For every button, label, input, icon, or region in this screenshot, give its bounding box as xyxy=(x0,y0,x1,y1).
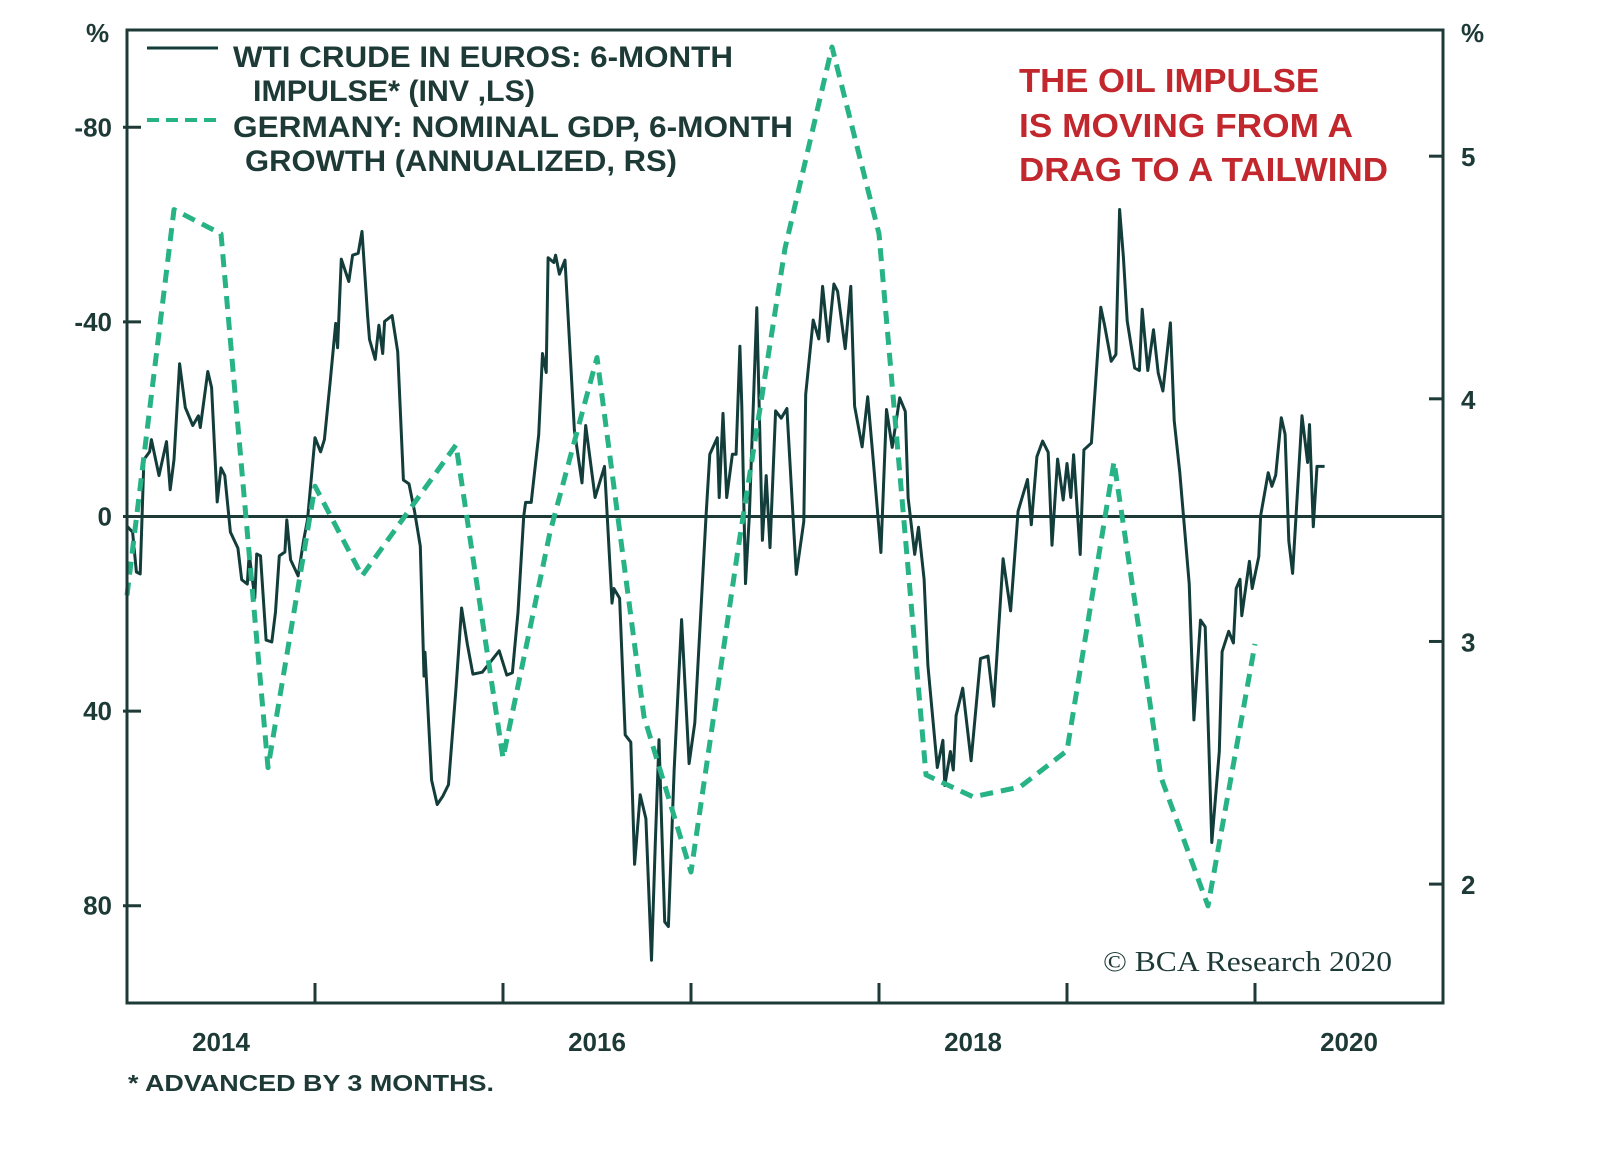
series-line-wti-impulse xyxy=(125,208,1325,962)
left-axis-tick-label: 40 xyxy=(83,696,112,726)
x-axis-tick-label: 2020 xyxy=(1320,1027,1378,1057)
legend: WTI CRUDE IN EUROS: 6-MONTH IMPULSE* (IN… xyxy=(147,41,793,178)
legend-gdp-label-line1: GERMANY: NOMINAL GDP, 6-MONTH xyxy=(233,111,793,144)
right-axis-unit: % xyxy=(1461,18,1484,48)
series-layer xyxy=(124,44,1325,962)
left-axis-tick-label: 0 xyxy=(98,502,112,532)
right-axis-tick-label: 3 xyxy=(1461,627,1475,657)
legend-wti-label-line2: IMPULSE* (INV ,LS) xyxy=(253,75,535,108)
series-line-germany-gdp xyxy=(124,44,1258,909)
left-axis-tick-label: 80 xyxy=(83,891,112,921)
x-axis-tick-label: 2014 xyxy=(192,1027,250,1057)
annotation-line3: DRAG TO A TAILWIND xyxy=(1019,151,1388,188)
x-axis-tick-label: 2016 xyxy=(568,1027,626,1057)
axes-layer: -80 -40 0 40 80 2 3 4 5 2014 2016 2018 2020 xyxy=(74,112,1476,1057)
left-axis-tick-label: -40 xyxy=(74,307,112,337)
plot-frame xyxy=(125,28,1445,1005)
right-axis-tick-label: 4 xyxy=(1461,385,1476,415)
footnote: * ADVANCED BY 3 MONTHS. xyxy=(128,1070,494,1096)
legend-wti-label-line1: WTI CRUDE IN EUROS: 6-MONTH xyxy=(233,41,733,74)
annotation-line2: IS MOVING FROM A xyxy=(1019,107,1353,144)
annotation: THE OIL IMPULSE IS MOVING FROM A DRAG TO… xyxy=(1019,62,1388,188)
copyright: © BCA Research 2020 xyxy=(1103,946,1392,978)
left-axis-unit: % xyxy=(86,18,109,48)
right-axis-tick-label: 2 xyxy=(1461,870,1475,900)
annotation-line1: THE OIL IMPULSE xyxy=(1019,62,1319,99)
x-axis-tick-label: 2018 xyxy=(944,1027,1002,1057)
legend-gdp-label-line2: GROWTH (ANNUALIZED, RS) xyxy=(245,145,677,178)
left-axis-tick-label: -80 xyxy=(74,112,112,142)
right-axis-tick-label: 5 xyxy=(1461,142,1475,172)
